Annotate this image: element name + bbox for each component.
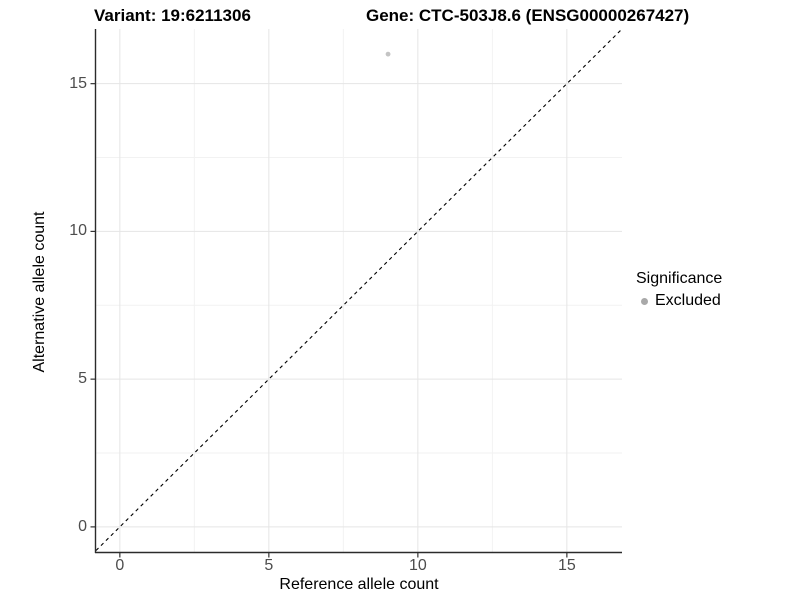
x-tick-label: 10 bbox=[408, 557, 427, 574]
x-tick-label: 15 bbox=[557, 557, 576, 574]
x-tick-label: 5 bbox=[264, 557, 274, 574]
x-tick-label: 0 bbox=[115, 557, 125, 574]
identity-line bbox=[95, 28, 623, 551]
x-axis-title: Reference allele count bbox=[279, 576, 439, 593]
legend-title: Significance bbox=[636, 270, 723, 287]
y-tick-label: 10 bbox=[69, 222, 87, 240]
variant-title: Variant: 19:6211306 bbox=[94, 6, 251, 25]
legend-item: Excluded bbox=[636, 291, 722, 311]
legend-dot-icon bbox=[640, 297, 648, 305]
y-tick-label: 0 bbox=[78, 517, 87, 535]
legend-item-label: Excluded bbox=[655, 292, 721, 309]
legend-point-icon bbox=[634, 291, 654, 311]
data-point bbox=[385, 51, 391, 57]
legend: Significance Excluded bbox=[636, 270, 722, 311]
legend-items: Excluded bbox=[636, 291, 722, 311]
y-tick-label: 5 bbox=[78, 370, 87, 388]
gene-title: Gene: CTC-503J8.6 (ENSG00000267427) bbox=[366, 6, 690, 25]
y-tick-label: 15 bbox=[69, 74, 87, 92]
